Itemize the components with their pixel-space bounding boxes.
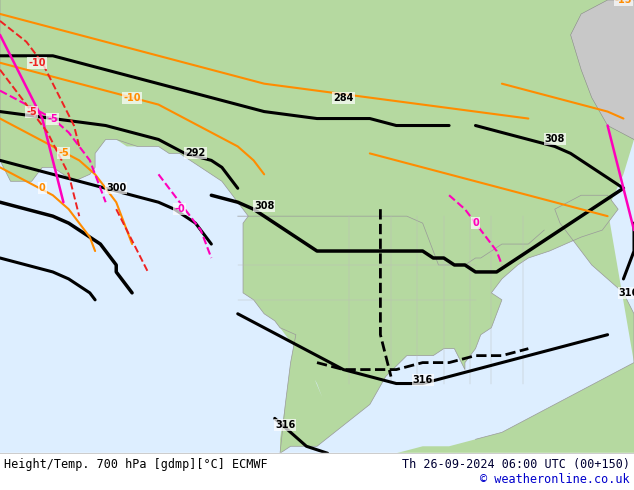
Text: -5: -5 — [48, 114, 58, 123]
Text: 308: 308 — [254, 201, 275, 211]
Text: 316: 316 — [413, 375, 433, 385]
Text: -0: -0 — [174, 204, 185, 214]
Text: © weatheronline.co.uk: © weatheronline.co.uk — [481, 472, 630, 486]
Bar — [0, 453, 634, 490]
Text: -5: -5 — [27, 106, 37, 117]
Text: 316: 316 — [619, 288, 634, 298]
Text: -10: -10 — [29, 58, 46, 68]
Text: 292: 292 — [185, 148, 205, 158]
Text: 0: 0 — [472, 218, 479, 228]
Text: -15: -15 — [615, 0, 632, 5]
Text: Height/Temp. 700 hPa [gdmp][°C] ECMWF: Height/Temp. 700 hPa [gdmp][°C] ECMWF — [4, 458, 268, 470]
Polygon shape — [0, 0, 634, 453]
Text: 316: 316 — [275, 420, 295, 430]
Polygon shape — [571, 0, 634, 140]
Text: 308: 308 — [545, 134, 565, 145]
Text: 300: 300 — [106, 183, 126, 193]
Text: Th 26-09-2024 06:00 UTC (00+150): Th 26-09-2024 06:00 UTC (00+150) — [402, 458, 630, 470]
Text: 0: 0 — [39, 183, 46, 193]
Text: -10: -10 — [124, 93, 141, 102]
Text: 284: 284 — [333, 93, 354, 102]
Text: -5: -5 — [58, 148, 68, 158]
